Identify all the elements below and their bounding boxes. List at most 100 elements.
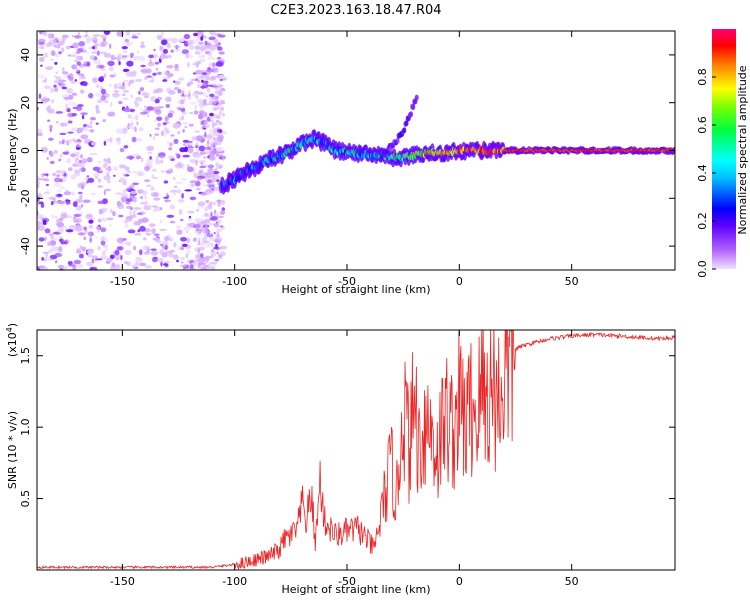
- noise-speck: [125, 241, 132, 246]
- noise-speck: [54, 238, 58, 241]
- noise-speck: [118, 214, 124, 218]
- noise-speck: [177, 130, 181, 135]
- noise-speck: [173, 254, 179, 260]
- noise-speck: [222, 155, 225, 162]
- noise-speck: [117, 141, 121, 145]
- noise-speck: [89, 152, 98, 156]
- noise-speck: [45, 66, 53, 70]
- noise-speck: [150, 96, 156, 102]
- noise-speck: [81, 246, 87, 252]
- noise-speck: [180, 37, 185, 42]
- noise-speck: [42, 52, 49, 59]
- noise-speck: [118, 202, 124, 207]
- noise-speck: [50, 87, 55, 94]
- snr-exponent-label: (x104): [5, 323, 19, 357]
- noise-speck: [182, 243, 188, 247]
- noise-speck: [202, 92, 207, 97]
- noise-speck: [126, 169, 131, 174]
- noise-speck: [145, 68, 152, 74]
- noise-speck: [214, 212, 220, 217]
- noise-speck: [122, 172, 126, 176]
- noise-speck: [74, 59, 78, 62]
- noise-speck: [57, 171, 65, 176]
- noise-speck: [89, 225, 94, 228]
- noise-speck: [59, 37, 67, 41]
- noise-speck: [96, 225, 100, 231]
- noise-speck: [69, 225, 75, 228]
- noise-speck: [152, 89, 159, 94]
- noise-speck: [54, 215, 58, 220]
- noise-speck: [187, 95, 192, 101]
- noise-speck: [167, 141, 170, 144]
- noise-speck: [203, 124, 210, 129]
- noise-speck: [209, 216, 217, 221]
- noise-speck: [112, 92, 120, 98]
- noise-speck: [220, 210, 226, 216]
- noise-speck: [204, 212, 208, 217]
- noise-speck: [189, 264, 194, 270]
- noise-speck: [213, 246, 221, 250]
- noise-speck: [205, 199, 210, 204]
- noise-speck: [91, 46, 96, 50]
- noise-speck: [66, 88, 74, 94]
- noise-speck: [100, 240, 106, 246]
- noise-speck: [193, 32, 199, 37]
- noise-speck: [45, 42, 51, 48]
- noise-speck: [212, 122, 218, 126]
- noise-speck: [162, 129, 168, 132]
- noise-speck: [200, 150, 206, 155]
- noise-speck: [91, 51, 97, 54]
- noise-speck: [164, 55, 169, 59]
- noise-speck: [59, 132, 67, 136]
- noise-speck: [209, 31, 216, 36]
- chart-title: C2E3.2023.163.18.47.R04: [270, 3, 441, 18]
- noise-speck: [97, 161, 102, 164]
- noise-speck: [132, 171, 138, 174]
- noise-speck: [104, 188, 112, 192]
- noise-speck: [67, 131, 74, 134]
- noise-speck: [161, 31, 164, 37]
- noise-speck: [59, 122, 68, 127]
- noise-speck: [55, 260, 58, 264]
- noise-speck: [119, 177, 126, 184]
- noise-speck: [94, 236, 99, 239]
- noise-speck: [100, 86, 103, 90]
- noise-speck: [116, 237, 124, 244]
- noise-speck: [109, 224, 112, 227]
- noise-speck: [156, 116, 163, 122]
- noise-speck: [192, 237, 197, 242]
- noise-speck: [74, 159, 79, 166]
- noise-speck: [213, 223, 216, 226]
- noise-speck: [176, 259, 179, 263]
- noise-speck: [195, 141, 199, 147]
- noise-speck: [134, 114, 139, 121]
- noise-speck: [166, 42, 171, 49]
- noise-speck: [134, 262, 140, 267]
- noise-speck: [72, 138, 75, 143]
- noise-speck: [202, 69, 205, 72]
- noise-speck: [170, 220, 176, 224]
- noise-speck: [213, 201, 216, 206]
- noise-speck: [120, 57, 127, 61]
- noise-speck: [207, 56, 215, 61]
- noise-speck: [215, 119, 220, 123]
- noise-speck: [117, 85, 125, 90]
- noise-speck: [215, 61, 224, 67]
- noise-speck: [80, 167, 86, 173]
- noise-speck: [187, 210, 195, 214]
- noise-speck: [60, 213, 68, 219]
- noise-speck: [203, 224, 209, 231]
- noise-speck: [161, 252, 168, 258]
- noise-speck: [164, 199, 172, 203]
- noise-speck: [213, 38, 219, 44]
- spectrogram-panel: -150 -100 -50 0 50 40 20 0 -20 -40 Height of stra…: [6, 30, 676, 296]
- y-tick-label: 1.5: [19, 347, 32, 365]
- noise-speck: [146, 75, 152, 78]
- noise-speck: [146, 158, 154, 163]
- noise-speck: [82, 82, 88, 87]
- noise-speck: [55, 76, 62, 81]
- noise-speck: [77, 232, 86, 236]
- noise-speck: [198, 113, 204, 120]
- noise-speck: [197, 79, 201, 84]
- noise-speck: [178, 77, 185, 81]
